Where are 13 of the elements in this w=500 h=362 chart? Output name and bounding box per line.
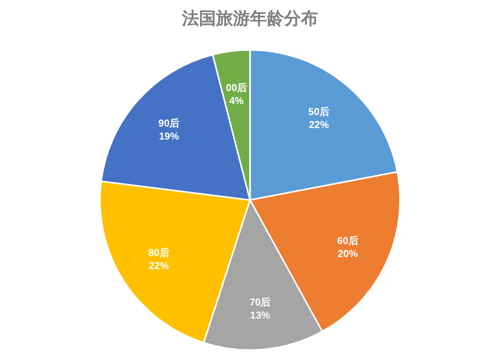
data-label: 13% bbox=[250, 310, 270, 322]
slice-label: 90后 bbox=[158, 118, 180, 130]
slice-label: 80后 bbox=[148, 246, 170, 259]
data-label: 4% bbox=[229, 96, 244, 107]
data-label: 22% bbox=[148, 260, 169, 272]
slice-label: 50后 bbox=[308, 106, 330, 118]
data-label: 22% bbox=[308, 120, 329, 131]
slice-label: 60后 bbox=[337, 234, 358, 247]
slice-label: 70后 bbox=[250, 296, 271, 309]
title: 法国旅游年龄分布 bbox=[182, 9, 318, 28]
data-label: 19% bbox=[158, 132, 180, 143]
slice-label: 00后 bbox=[226, 82, 248, 94]
data-label: 20% bbox=[338, 248, 358, 260]
